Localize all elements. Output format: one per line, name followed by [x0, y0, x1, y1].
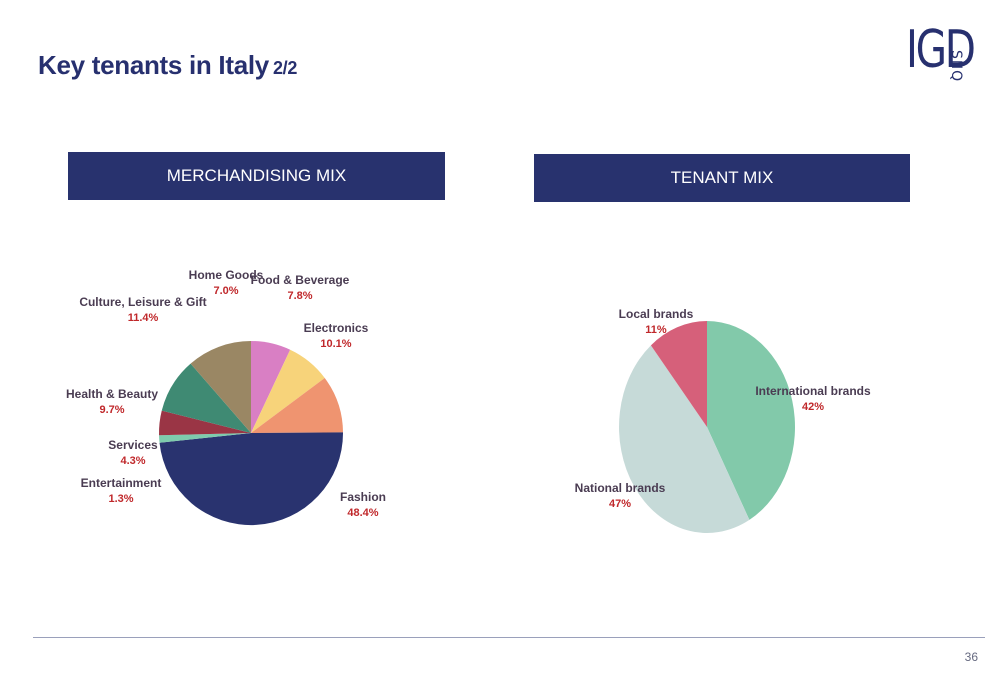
pie-slice-services — [159, 410, 251, 436]
pie-slice-national-brands — [619, 345, 750, 533]
slice-label-food-beverage: Food & Beverage — [251, 273, 350, 287]
slice-value-national-brands: 47% — [609, 498, 631, 510]
igd-logo: IGD SIIQ — [906, 18, 992, 84]
slice-value-food-beverage: 7.8% — [287, 290, 312, 302]
slice-value-entertainment: 1.3% — [108, 493, 133, 505]
pie-slice-health-beauty — [161, 363, 251, 433]
pie-slice-entertainment — [159, 433, 251, 443]
slice-value-home-goods: 7.0% — [213, 285, 238, 297]
slice-label-national-brands: National brands — [575, 481, 666, 495]
footer-divider — [33, 637, 985, 638]
slice-label-health-beauty: Health & Beauty — [66, 387, 158, 401]
slice-label-entertainment: Entertainment — [81, 476, 162, 490]
slice-label-fashion: Fashion — [340, 490, 386, 504]
pie-slice-food-beverage — [251, 349, 325, 433]
merchandising-mix-title: MERCHANDISING MIX — [166, 166, 347, 185]
logo-main-text: IGD — [906, 20, 976, 80]
page-number: 36 — [964, 650, 978, 664]
slice-value-international-brands: 42% — [802, 401, 824, 413]
pie-slice-home-goods — [251, 341, 291, 433]
slice-value-services: 4.3% — [120, 455, 145, 467]
tenant-mix-banner: TENANT MIX — [534, 154, 910, 202]
pie-slice-international-brands — [707, 321, 795, 520]
slice-label-local-brands: Local brands — [619, 307, 694, 321]
slice-value-fashion: 48.4% — [347, 507, 378, 519]
pie-slice-culture-leisure-gift — [190, 341, 251, 433]
slide-title-main: Key tenants in Italy — [38, 50, 269, 80]
slice-value-culture-leisure-gift: 11.4% — [128, 312, 159, 324]
pie-slice-fashion — [159, 432, 344, 526]
pie-slice-local-brands — [650, 321, 707, 427]
tenant-mix-title: TENANT MIX — [670, 168, 774, 187]
slice-label-services: Services — [108, 438, 158, 452]
slice-label-home-goods: Home Goods — [189, 268, 264, 282]
slice-value-health-beauty: 9.7% — [99, 404, 124, 416]
slice-label-culture-leisure-gift: Culture, Leisure & Gift — [79, 295, 206, 309]
slide-title-suffix: 2/2 — [272, 58, 298, 78]
slice-label-international-brands: International brands — [755, 384, 871, 398]
slice-value-electronics: 10.1% — [320, 338, 351, 350]
merchandising-mix-banner: MERCHANDISING MIX — [68, 152, 445, 200]
slice-value-local-brands: 11% — [645, 324, 667, 336]
pie-slice-electronics — [251, 377, 343, 433]
slide-title: Key tenants in Italy 2/2 — [38, 50, 297, 81]
slice-label-electronics: Electronics — [304, 321, 369, 335]
